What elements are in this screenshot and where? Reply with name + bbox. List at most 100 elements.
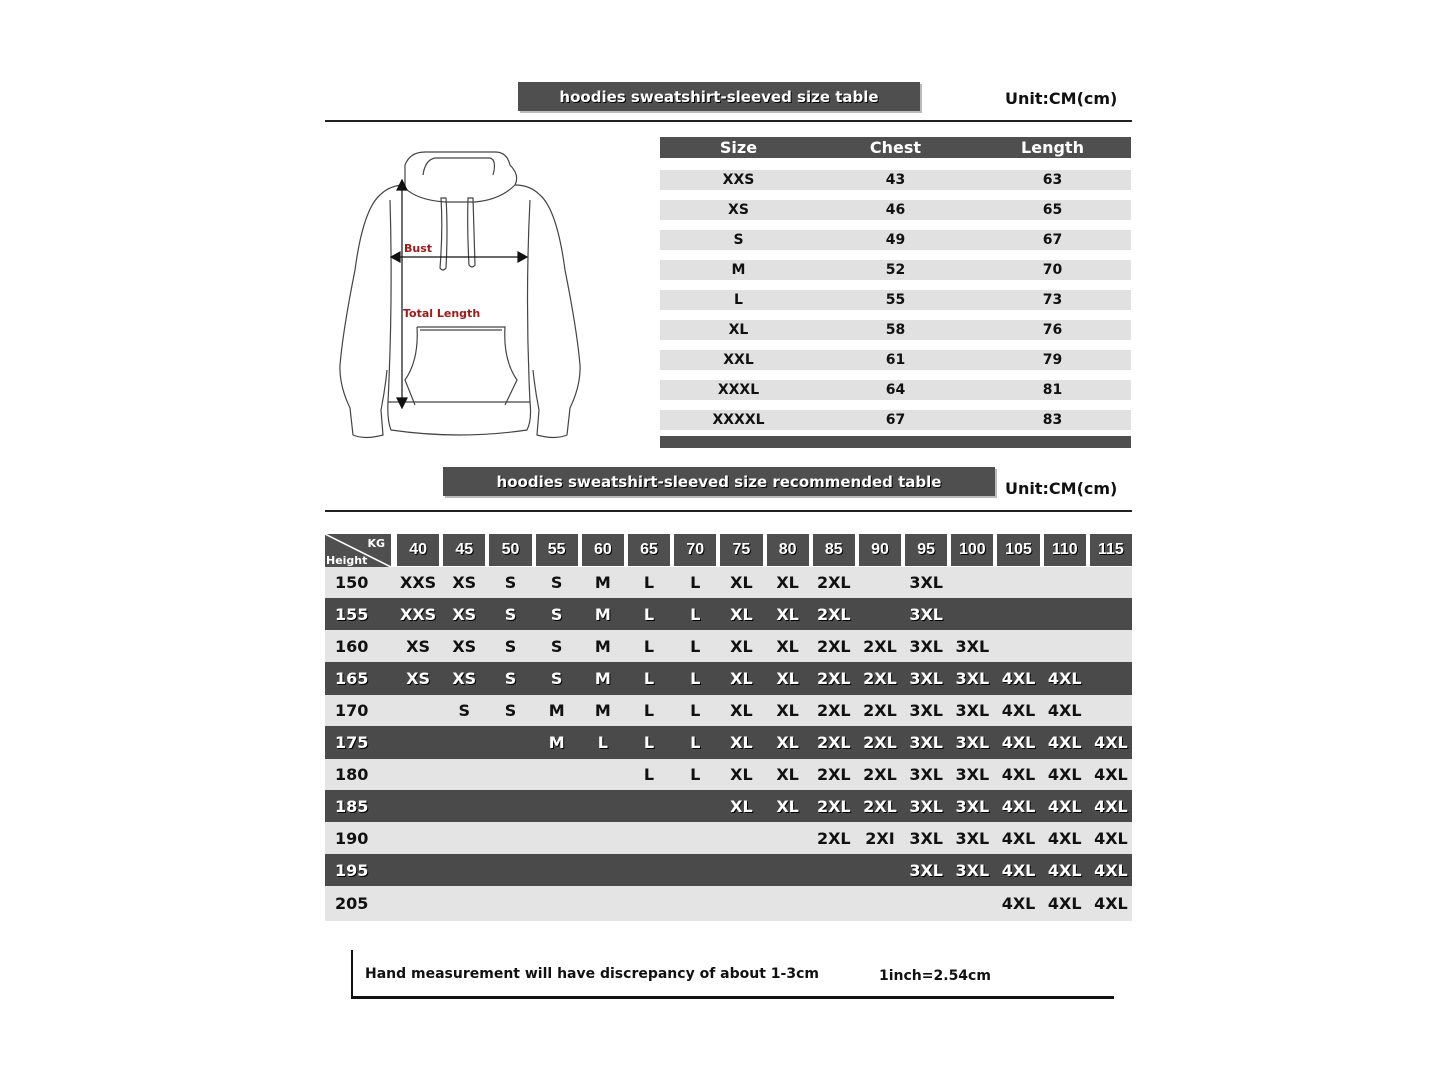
weight-header-cell: 55 [535,534,578,566]
size-recommendation-cell: L [690,669,701,688]
size-recommendation-cell: 3XL [909,796,943,816]
size-recommendation-cell: 4XL [1094,765,1128,784]
size-recommendation-cell [997,637,1039,656]
size-recommendation-cell: 3XL [909,733,943,752]
size-recommendation-cell: S [458,701,471,720]
size-recommendation-cell: L [643,669,655,688]
size-recommendation-cell [1044,573,1086,592]
size-recommendation-cell: 2XL [816,636,851,656]
size-recommendation-cell [1090,637,1132,656]
size-recommendation-cell: 2XL [816,573,851,592]
size-recommendation-cell: M [594,573,611,592]
height-cell: 175 [335,733,369,752]
weight-header-cell: 105 [997,534,1040,566]
size-recommendation-cell: XL [776,733,799,752]
size-recommendation-cell: XL [730,796,753,816]
size-recommendation-cell [1090,573,1132,592]
size-recommendation-cell [443,829,485,848]
size-row: M 52 70 [660,260,1131,280]
size-recommendation-cell: 3XL [909,765,943,784]
size-recommendation-cell: M [594,701,611,720]
size-recommendation-cell [443,765,485,784]
size-recommendation-cell [1044,605,1086,624]
size-recommendation-cell [720,894,762,913]
size-recommendation-cell: L [643,765,655,784]
size-recommendation-cell [397,861,439,880]
height-cell: 190 [335,828,369,848]
total-length-label: Total Length [403,307,480,320]
size-recommendation-cell [443,797,485,816]
size-recommendation-cell [397,894,439,913]
size-recommendation-cell [767,829,809,848]
size-recommendation-cell: M [548,733,565,752]
footer-bracket [351,950,353,998]
size-recommendation-cell: 4XL [1094,828,1128,848]
size-recommendation-cell: XL [730,573,753,592]
size-recommendation-cell: XS [452,636,477,656]
footer-line [351,996,1114,999]
height-cell: 160 [335,636,369,656]
size-recommendation-cell: L [690,636,701,656]
size-row: XXXXL 67 83 [660,410,1131,430]
size-cell-length: 79 [1042,352,1063,368]
recommend-row: 180 L L XL XL 2XL 2XL 3XL 3XL 4XL 4XL 4XL [325,759,1132,790]
size-cell-length: 76 [1042,322,1063,338]
size-recommendation-cell: 4XL [1001,765,1036,784]
size-cell-size: M [731,262,746,278]
size-recommendation-cell: 2XI [865,828,895,848]
size-recommendation-cell: 3XL [955,828,990,848]
size-recommendation-cell: L [643,573,655,592]
height-cell: 185 [335,796,369,816]
weight-header-cell: 65 [627,534,671,566]
size-recommendation-cell: L [643,733,655,752]
size-recommendation-cell: 2XL [863,765,897,784]
recommend-row: 190 2XL 2XI 3XL 3XL 4XL 4XL 4XL [325,822,1132,854]
size-recommendation-cell: XS [406,669,431,688]
size-recommendation-cell: L [643,701,655,720]
size-recommendation-cell: 2XL [863,796,897,816]
size-recommendation-cell: XL [776,604,799,624]
height-cell: 165 [335,669,369,688]
size-recommendation-cell: S [504,636,517,656]
size-recommendation-cell [997,573,1039,592]
corner-header: KG Height [325,534,391,567]
size-recommendation-cell: XL [730,765,753,784]
recommend-table-unit: Unit:CM(cm) [1005,479,1118,498]
size-recommendation-cell [397,797,439,816]
size-recommendation-cell: 3XL [909,573,943,592]
recommend-row: 205 4XL 4XL 4XL [325,886,1132,921]
size-cell-chest: 46 [885,202,906,218]
size-recommendation-cell [905,894,947,913]
size-recommendation-cell: 4XL [1001,669,1036,688]
size-recommendation-cell: 3XL [909,860,943,880]
weight-header-cell: 45 [443,534,486,566]
size-recommendation-cell: 3XL [955,701,990,720]
size-recommendation-cell: L [690,701,701,720]
height-label: Height [326,554,368,567]
size-recommendation-cell: 2XL [816,701,851,720]
size-recommendation-cell: 2XL [816,828,851,848]
size-recommendation-cell [1090,701,1132,720]
size-row: XS 46 65 [660,200,1131,220]
size-recommendation-cell: 3XL [909,604,943,624]
header-chest: Chest [869,138,922,157]
size-recommendation-cell [951,894,993,913]
size-recommendation-cell [443,861,485,880]
height-cell: 170 [335,701,369,720]
size-recommendation-cell: XL [730,604,753,624]
size-recommendation-cell: 3XL [955,733,990,752]
size-recommendation-cell [813,861,855,880]
size-recommendation-cell: XS [452,604,477,624]
size-recommendation-cell [1090,669,1132,688]
size-table-unit: Unit:CM(cm) [1005,89,1118,108]
size-recommendation-cell [859,605,901,624]
weight-header-cell: 115 [1089,534,1132,566]
size-recommendation-cell: 3XL [955,860,990,880]
size-recommendation-cell [767,894,809,913]
size-recommendation-cell: 4XL [1047,669,1082,688]
height-cell: 150 [335,573,369,592]
hoodie-diagram: Bust Total Length [339,151,581,439]
size-recommendation-cell [1090,605,1132,624]
size-recommendation-cell [443,894,485,913]
size-recommendation-cell [720,861,762,880]
